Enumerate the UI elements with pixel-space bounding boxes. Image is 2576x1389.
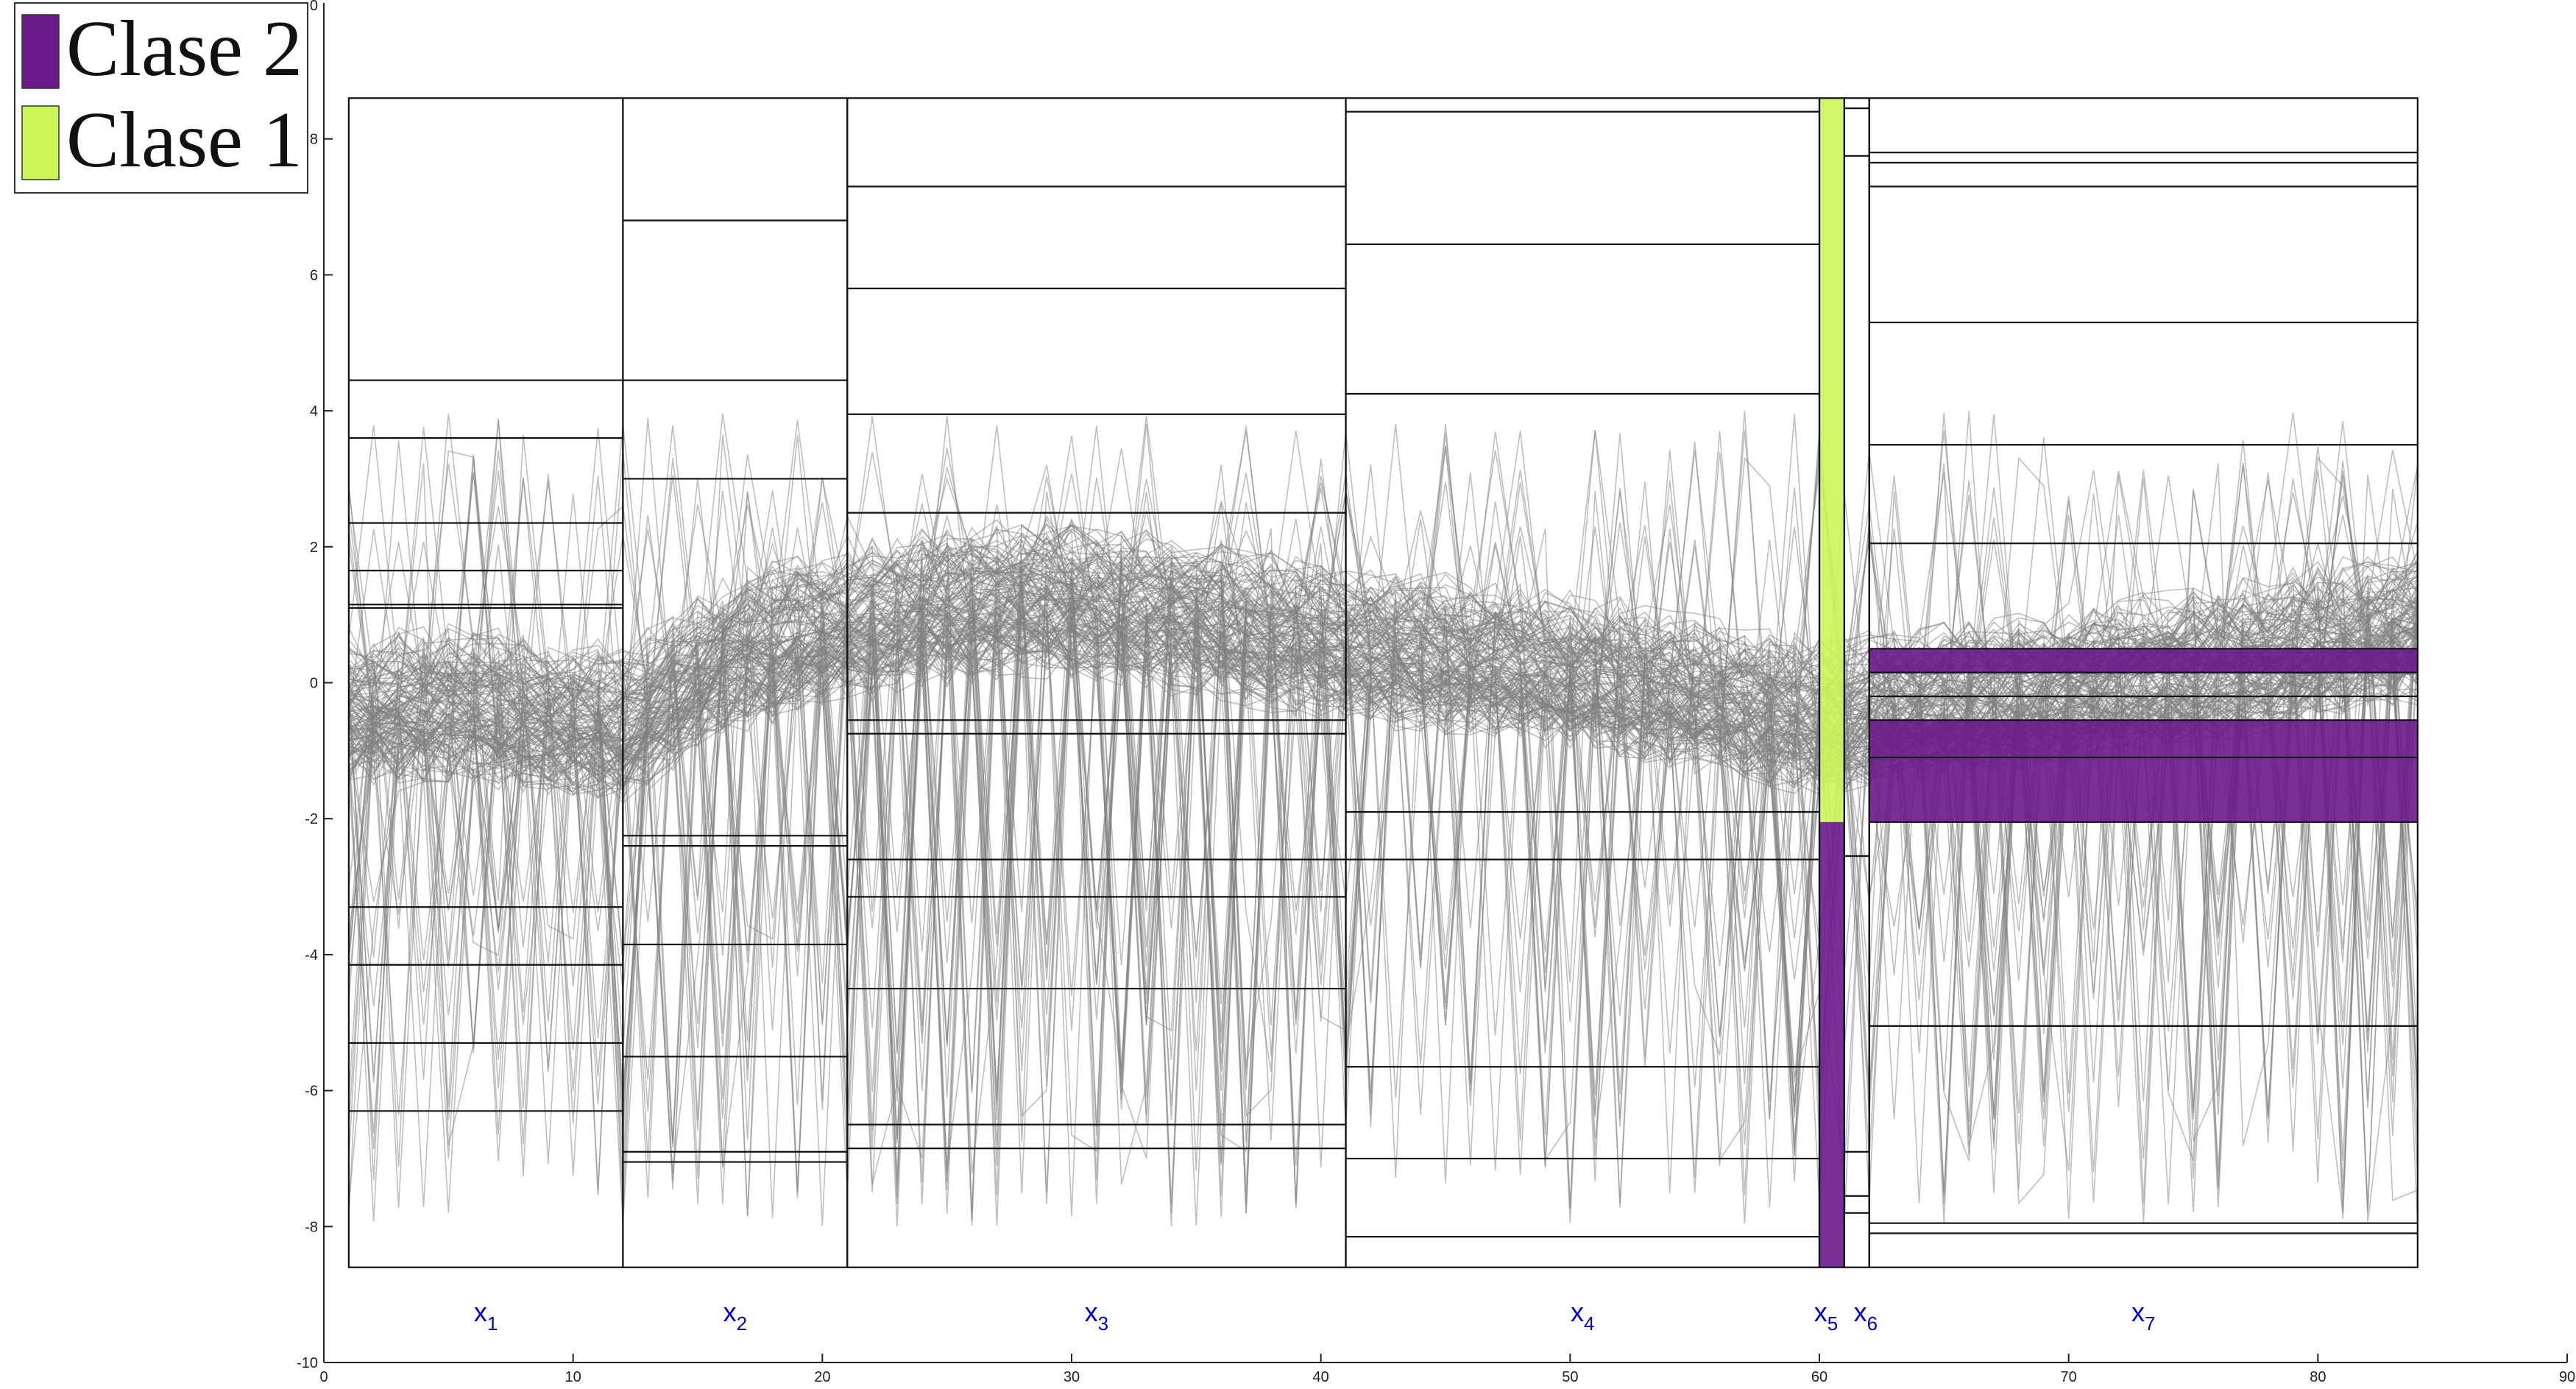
series-line	[348, 435, 2418, 1212]
x-tick-label: 90	[2559, 1369, 2575, 1385]
variable-label: x6	[1854, 1297, 1878, 1335]
y-tick-label: 4	[310, 403, 318, 420]
series-line	[348, 480, 2418, 1092]
series-line	[348, 478, 2418, 1204]
variable-label: x7	[2131, 1297, 2155, 1335]
legend-label: Clase 1	[66, 96, 302, 184]
class-bars	[1819, 98, 2418, 1268]
y-top-tick-label: 0	[310, 0, 318, 14]
x-tick-label: 20	[814, 1369, 830, 1385]
variable-label: x2	[723, 1297, 747, 1335]
variable-panel	[1868, 97, 2418, 1268]
y-tick-label: 8	[310, 132, 318, 148]
x-tick-label: 30	[1064, 1369, 1080, 1385]
x-tick-label: 50	[1562, 1369, 1578, 1385]
y-tick-label: -10	[297, 1355, 318, 1371]
y-tick-label: 0	[310, 676, 318, 692]
legend-box	[14, 2, 308, 194]
variable-labels: x1 x2 x3 x4 x5 x6 x7	[474, 1297, 2156, 1335]
series-line	[348, 414, 2418, 1219]
series-line	[348, 470, 2418, 1205]
y-tick-label: -4	[305, 947, 318, 964]
y-tick-label: -6	[305, 1084, 318, 1100]
y-tick-label: 2	[310, 540, 318, 556]
series-line	[348, 429, 2418, 1221]
legend-label: Clase 2	[66, 5, 302, 93]
x-tick-label: 10	[565, 1369, 581, 1385]
x-tick-label: 80	[2310, 1369, 2326, 1385]
legend-swatch	[21, 105, 60, 180]
variable-panels	[347, 97, 2418, 1268]
series-line	[348, 562, 2418, 1072]
series-line	[348, 458, 2418, 1193]
variable-label: x4	[1571, 1297, 1594, 1335]
x-tick-label: 70	[2061, 1369, 2077, 1385]
series-line	[348, 434, 2418, 1204]
series-line	[348, 535, 2418, 1189]
class-bar	[1819, 98, 1844, 822]
y-tick-label: -2	[305, 811, 318, 827]
y-tick-label: 6	[310, 267, 318, 283]
series-line	[348, 411, 2418, 1194]
legend-swatch	[21, 14, 60, 89]
variable-label: x3	[1085, 1297, 1108, 1335]
y-tick-label: -8	[305, 1219, 318, 1235]
variable-label: x5	[1814, 1297, 1838, 1335]
x-tick-label: 0	[319, 1369, 328, 1385]
series-line	[348, 525, 2418, 1162]
variable-label: x1	[474, 1297, 498, 1335]
x-tick-label: 60	[1811, 1369, 1827, 1385]
x-tick-label: 40	[1313, 1369, 1329, 1385]
series-line	[348, 492, 2418, 1166]
series-line	[348, 550, 2418, 1215]
class-bar	[1869, 720, 2418, 822]
series-line	[348, 431, 2418, 1101]
series-line	[348, 450, 2418, 1142]
class-bar	[1869, 648, 2418, 673]
class-bar	[1819, 821, 1844, 1268]
series-line	[348, 454, 2418, 1227]
